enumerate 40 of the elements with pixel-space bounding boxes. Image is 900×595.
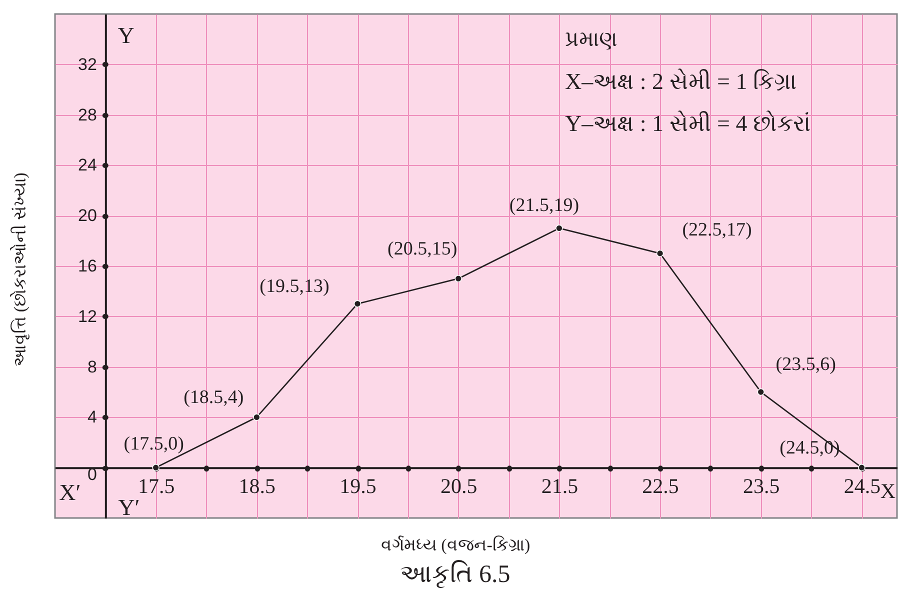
x-tick-label: 18.5: [238, 474, 276, 498]
y-tick-label: 4: [87, 408, 97, 427]
data-label: (24.5,0): [780, 438, 840, 459]
x-tick-label: 20.5: [440, 474, 478, 498]
data-label: (23.5,6): [776, 354, 836, 375]
x-tick-label: 22.5: [642, 474, 679, 498]
x-tick-label: 21.5: [541, 474, 578, 498]
annotation: Y: [118, 23, 135, 48]
y-tick-label: 32: [78, 54, 97, 74]
y-axis-title: આવૃત્તિ (છોકરાઓની સંખ્યા): [10, 172, 30, 366]
data-label: (22.5,17): [682, 219, 752, 240]
annotation: Y′: [118, 495, 140, 520]
annotation: પ્રમાણ: [565, 27, 617, 51]
annotation: X: [880, 479, 896, 503]
data-label: (19.5,13): [260, 276, 330, 297]
x-tick-label: 23.5: [742, 474, 780, 498]
y-tick-label: 24: [78, 156, 97, 175]
data-label: (20.5,15): [388, 238, 458, 260]
x-axis-title: વર્ગમધ્ય (વજન-કિગ્રા): [380, 536, 530, 554]
point: [354, 300, 362, 308]
data-label: (17.5,0): [124, 434, 184, 455]
annotation: X–અક્ષ : 2 સેમી = 1 કિગ્રા: [565, 68, 797, 94]
x-tick-label: 24.5: [844, 474, 881, 498]
annotation: Y–અક્ષ : 1 સેમી = 4 છોકરાં: [565, 110, 811, 136]
y-tick-label: 16: [78, 256, 97, 276]
point: [757, 388, 765, 396]
data-label: (18.5,4): [184, 387, 244, 408]
annotation: X′: [59, 480, 81, 505]
point: [253, 414, 260, 421]
x-tick-label: 17.5: [138, 474, 175, 498]
y-tick-label: 28: [78, 105, 97, 124]
x-tick-label: 19.5: [340, 474, 376, 498]
y-tick-label: 8: [87, 357, 97, 376]
point: [656, 250, 664, 258]
point: [454, 274, 462, 282]
text: આકૃતિ 6.5: [400, 561, 510, 588]
y-tick-label: 12: [78, 306, 97, 326]
data-label: (21.5,19): [509, 195, 580, 216]
y-tick-label: 20: [78, 206, 97, 226]
point: [556, 224, 563, 232]
